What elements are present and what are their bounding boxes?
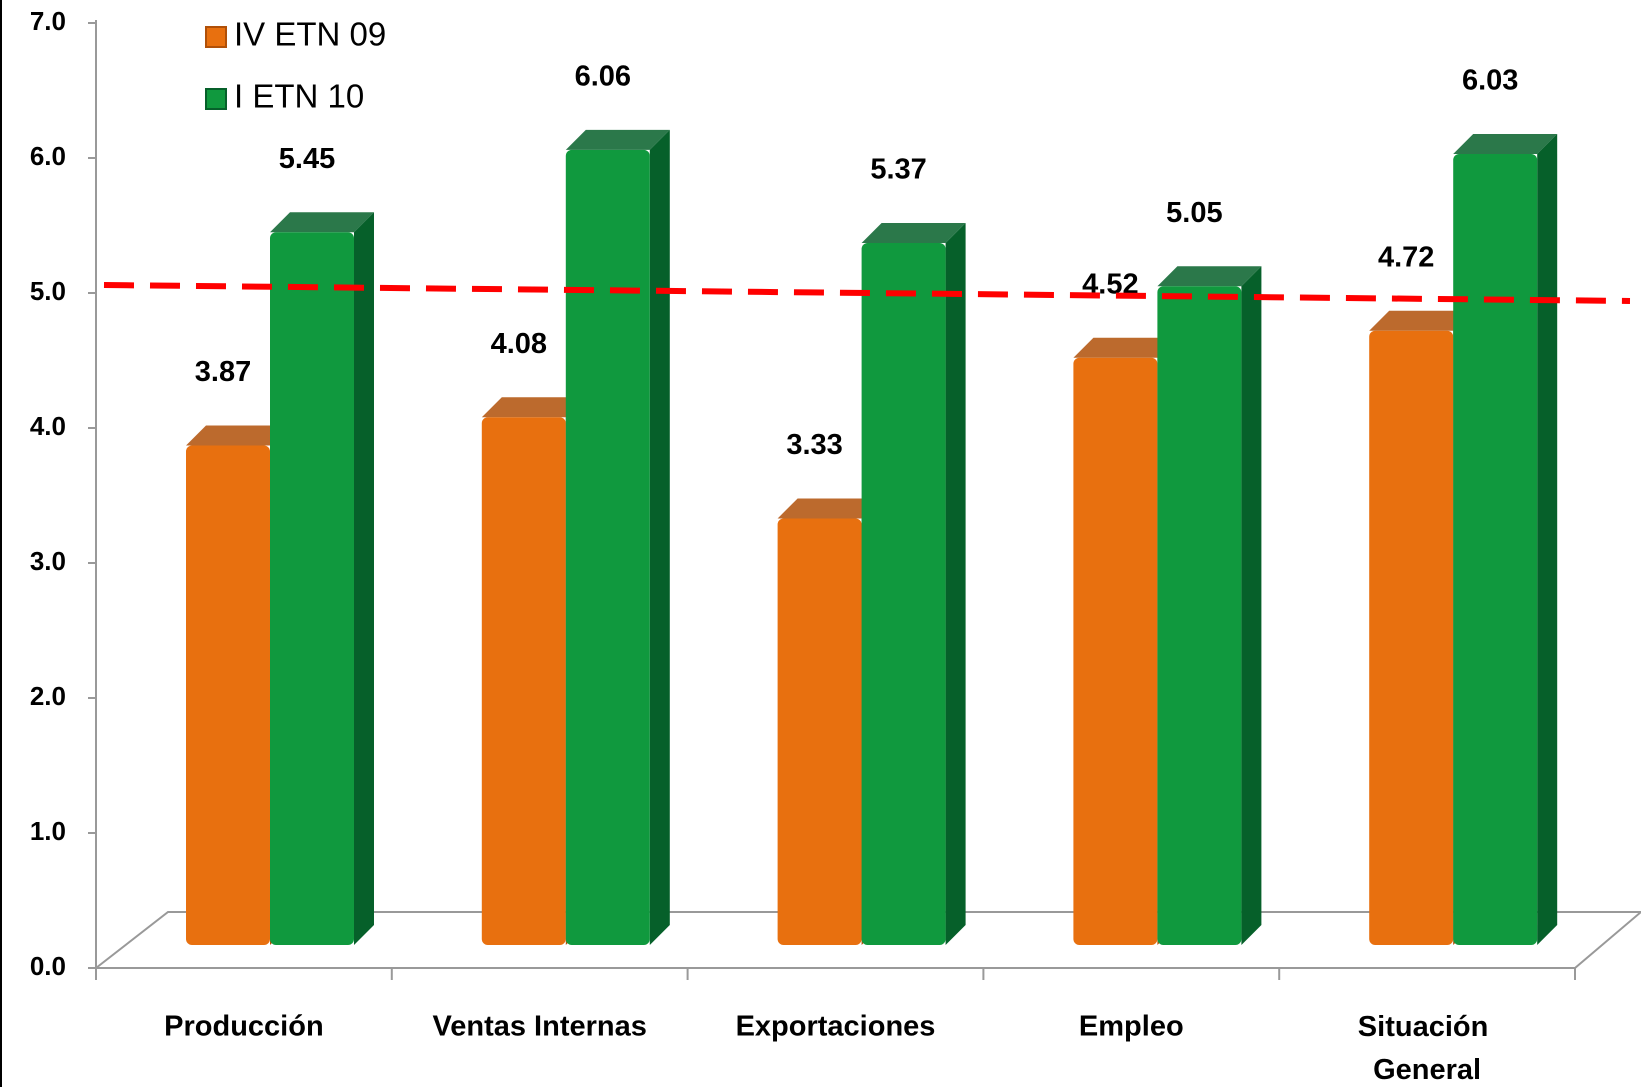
y-tick-label: 0.0 — [30, 951, 66, 981]
bar-top — [186, 425, 290, 446]
x-tick-label: Producción — [164, 1011, 324, 1043]
x-tick-label: Ventas Internas — [433, 1011, 647, 1043]
bar-side — [1537, 133, 1558, 945]
data-label: 6.03 — [1462, 65, 1518, 97]
bar — [861, 243, 946, 946]
bar-side — [1241, 266, 1262, 945]
x-tick-label-line: General — [1373, 1054, 1481, 1086]
bar-top — [481, 397, 586, 418]
bar — [481, 417, 566, 945]
bar — [1073, 357, 1158, 945]
bar-top — [861, 223, 966, 244]
bar-group — [1157, 266, 1262, 945]
data-label: 4.08 — [491, 328, 547, 360]
bar-top — [565, 129, 670, 150]
bar — [270, 232, 354, 945]
bar-side — [649, 129, 670, 945]
bar — [1369, 330, 1454, 945]
bar-top — [777, 498, 882, 519]
data-label: 3.33 — [786, 429, 842, 461]
bar-top — [1453, 133, 1558, 154]
bar — [1453, 153, 1538, 945]
legend-swatch — [205, 26, 227, 48]
y-tick-label: 3.0 — [30, 546, 66, 576]
bar-top — [270, 212, 374, 233]
legend-label: IV ETN 09 — [234, 16, 386, 53]
bar — [565, 149, 650, 945]
bar-top — [1369, 310, 1474, 331]
data-label: 6.06 — [575, 61, 631, 93]
bar-side — [945, 223, 966, 946]
y-tick-label: 2.0 — [30, 681, 66, 711]
reference-line — [103, 282, 1631, 304]
bar-group — [861, 223, 966, 946]
data-label: 5.45 — [279, 143, 335, 175]
legend-label: I ETN 10 — [234, 78, 364, 115]
bar-top — [1157, 266, 1262, 287]
y-tick-label: 6.0 — [30, 141, 66, 171]
bar — [777, 518, 862, 945]
x-tick-label-line: Situación — [1358, 1011, 1497, 1043]
x-tick-label: Exportaciones — [736, 1011, 936, 1043]
bar-group — [1453, 133, 1558, 945]
bar-group — [565, 129, 670, 945]
legend-swatch — [205, 88, 227, 110]
bar-group — [270, 212, 374, 945]
data-label: 4.72 — [1378, 241, 1434, 273]
data-label: 3.87 — [195, 356, 251, 388]
bar-side — [354, 212, 374, 945]
data-label: 5.37 — [870, 154, 926, 186]
y-tick-label: 5.0 — [30, 276, 66, 306]
y-tick-label: 4.0 — [30, 411, 66, 441]
y-tick-label: 1.0 — [30, 816, 66, 846]
bar — [186, 445, 270, 945]
bar — [1157, 286, 1242, 945]
x-tick-label: Situación General — [1358, 1011, 1497, 1086]
y-tick-label: 7.0 — [30, 6, 66, 36]
data-label: 5.05 — [1166, 197, 1222, 229]
x-tick-label: Empleo — [1079, 1011, 1184, 1043]
bar-top — [1073, 337, 1178, 358]
